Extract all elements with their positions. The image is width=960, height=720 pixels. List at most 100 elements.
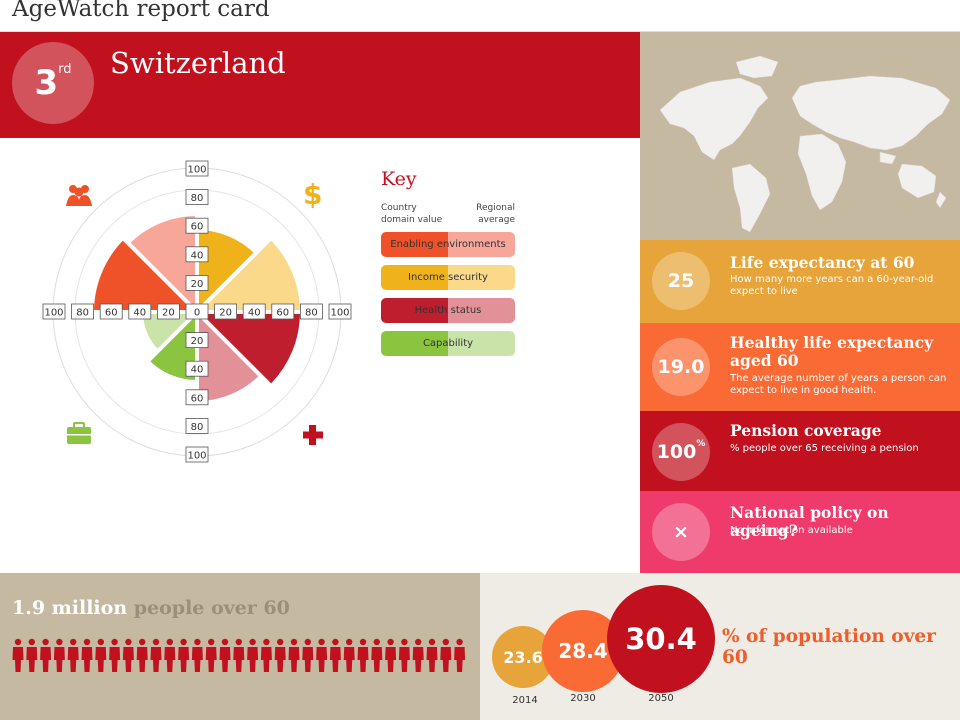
x-axis-tick-label-box <box>214 303 238 320</box>
x-axis-tick-label-box <box>157 303 180 320</box>
person-icon <box>329 638 341 672</box>
x-axis-tick-label-box <box>99 303 123 320</box>
capability-country-wedge <box>145 310 199 384</box>
person-icon <box>288 638 300 672</box>
stat-value: 25 <box>667 270 695 292</box>
population-count: 1.9 million people over 60 <box>12 597 290 619</box>
person-icon <box>233 638 245 672</box>
person-icon <box>67 638 79 672</box>
key-row-label: Enabling environments <box>390 239 506 250</box>
key-regional-header: Regional average <box>476 203 515 225</box>
stat-value-circle: × <box>652 503 710 561</box>
y-axis-tick-label-box <box>185 389 209 406</box>
briefcase-icon <box>67 422 91 444</box>
stat-card: 19.0 Healthy life expectancy aged 60 The… <box>640 323 960 411</box>
y-axis-tick-label-box <box>185 417 209 434</box>
key-row: Capability <box>381 331 515 356</box>
stat-description: The average number of years a person can… <box>730 373 947 396</box>
y-axis-tick-label-box <box>185 160 209 177</box>
x-axis-tick-label: 0 <box>194 308 200 319</box>
x-axis-tick-label-box <box>71 303 94 320</box>
stat-title: Pension coverage <box>730 421 882 440</box>
key-country-swatch <box>381 298 448 323</box>
population-count-value: 1.9 million <box>12 597 128 619</box>
x-axis-tick-label-box <box>299 303 323 320</box>
person-icon <box>164 638 176 672</box>
person-icon <box>95 638 107 672</box>
x-axis-tick-label: 60 <box>105 308 118 319</box>
x-axis-tick-label-box <box>185 303 209 320</box>
y-axis-tick-label: 100 <box>187 165 206 176</box>
population-share-label: % of population over 60 <box>722 626 936 668</box>
y-axis-tick-label: 40 <box>191 365 204 376</box>
person-icon <box>260 638 272 672</box>
person-icon <box>53 638 65 672</box>
x-axis-tick-label: 80 <box>305 308 318 319</box>
person-icon <box>219 638 231 672</box>
person-icon <box>178 638 190 672</box>
key-row-label: Health status <box>414 305 482 316</box>
key-row: Enabling environments <box>381 232 515 257</box>
polar-chart: 100 80 60 40 20 0 20 40 60 80 100 100 80 60 40 20 20 40 60… <box>42 160 352 463</box>
stat-value-circle: 25 <box>652 252 710 310</box>
stat-value: 19.0 <box>657 356 705 378</box>
header-divider <box>0 31 960 32</box>
stat-description: % people over 65 receiving a pension <box>730 443 919 454</box>
person-icon <box>247 638 259 672</box>
y-axis-tick-label-box <box>185 246 209 263</box>
person-icon <box>343 638 355 672</box>
y-axis-tick-label: 60 <box>191 222 204 233</box>
stat-title: Life expectancy at 60 <box>730 253 915 272</box>
world-map-icon <box>659 55 951 233</box>
person-icon <box>426 638 438 672</box>
stat-value: × <box>673 521 689 543</box>
radial-axis-ticks: 100 80 60 40 20 0 20 40 60 80 100 100 80 60 40 20 20 40 60… <box>42 160 352 463</box>
population-panel <box>0 573 480 720</box>
x-axis-tick-label-box <box>42 303 66 320</box>
y-axis-tick-label: 80 <box>191 422 204 433</box>
y-axis-tick-label: 40 <box>191 250 204 261</box>
polar-wedges <box>90 212 304 405</box>
x-axis-tick-label: 40 <box>248 308 261 319</box>
population-person-icons <box>12 638 466 672</box>
enabling-environments-regional-wedge <box>125 212 199 314</box>
y-axis-tick-label: 20 <box>191 279 204 290</box>
stat-value-suffix: % <box>696 439 706 449</box>
key-regional-swatch <box>448 298 515 323</box>
key-row-label: Income security <box>408 272 488 283</box>
key-regional-swatch <box>448 331 515 356</box>
y-axis-tick-label-box <box>185 332 209 349</box>
stat-title: Healthy life expectancy aged 60 <box>730 333 934 370</box>
stat-description: No information available <box>730 525 853 536</box>
x-axis-tick-label: 20 <box>219 308 232 319</box>
bubble-year-label: 2014 <box>512 695 538 706</box>
key-country-swatch <box>381 265 448 290</box>
key-regional-swatch <box>448 232 515 257</box>
person-icon <box>371 638 383 672</box>
health-cross-icon <box>303 425 323 445</box>
person-icon <box>150 638 162 672</box>
person-icon <box>398 638 410 672</box>
x-axis-tick-label: 100 <box>330 308 349 319</box>
person-icon <box>109 638 121 672</box>
stat-card: 100% Pension coverage % people over 65 r… <box>640 411 960 491</box>
key-row: Health status <box>381 298 515 323</box>
dollar-icon: $ <box>303 178 323 211</box>
y-axis-tick-label: 60 <box>191 393 204 404</box>
y-axis-tick-label-box <box>185 360 209 377</box>
y-axis-tick-label: 100 <box>187 451 206 462</box>
person-icon <box>357 638 369 672</box>
rank-number: 3 <box>34 63 59 103</box>
country-name: Switzerland <box>110 46 286 80</box>
x-axis-tick-label: 20 <box>162 308 175 319</box>
stat-value-circle: 100% <box>652 423 710 481</box>
rank-banner <box>0 32 640 138</box>
key-country-header: Country domain value <box>381 203 443 225</box>
key-row: Income security <box>381 265 515 290</box>
person-icon <box>440 638 452 672</box>
y-axis-tick-label-box <box>185 446 209 463</box>
x-axis-tick-label: 100 <box>44 308 63 319</box>
stat-value: 100 <box>656 441 697 463</box>
person-icon <box>40 638 52 672</box>
x-axis-tick-label-box <box>271 303 295 320</box>
